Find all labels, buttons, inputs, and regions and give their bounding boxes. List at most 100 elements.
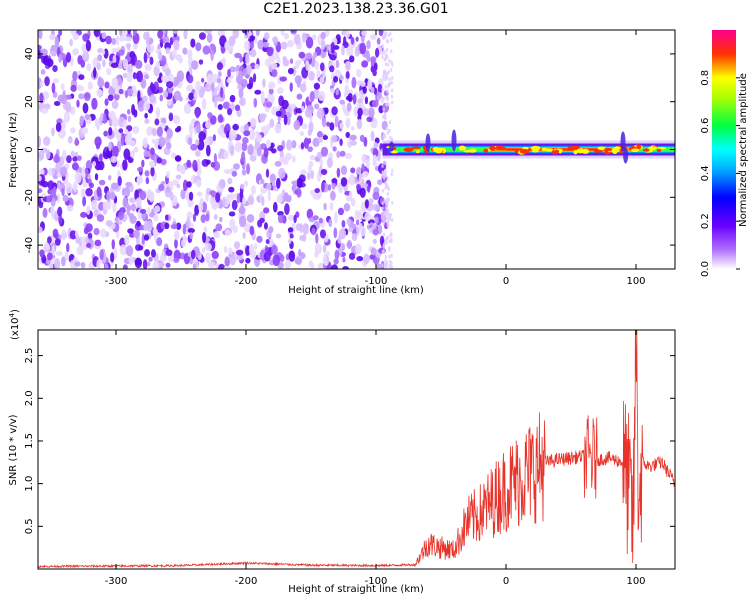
noise-blob xyxy=(223,150,229,159)
noise-blob xyxy=(275,233,282,239)
noise-blob xyxy=(51,82,56,94)
noise-blob xyxy=(314,243,323,255)
noise-blob xyxy=(176,183,181,189)
noise-blob xyxy=(190,38,196,48)
noise-blob xyxy=(261,196,265,207)
noise-blob xyxy=(304,108,312,118)
noise-edge-blob xyxy=(387,62,390,67)
noise-blob xyxy=(249,225,255,236)
noise-blob xyxy=(296,187,302,198)
noise-blob xyxy=(143,100,151,111)
noise-blob xyxy=(265,239,270,245)
noise-edge-blob xyxy=(385,261,388,266)
top-x-ticks: -300 -200 -100 0 100 xyxy=(105,30,646,287)
noise-blob xyxy=(170,224,178,230)
noise-blob xyxy=(156,126,163,138)
noise-blob xyxy=(247,196,255,206)
noise-blob xyxy=(174,238,178,249)
noise-blob xyxy=(300,83,307,93)
noise-blob xyxy=(133,109,138,118)
snr-series-line xyxy=(38,330,675,569)
noise-blob xyxy=(39,249,45,258)
noise-blob xyxy=(365,159,370,169)
noise-blob xyxy=(64,251,69,261)
colorbar-tick-label: 0.4 xyxy=(700,165,711,181)
noise-blob xyxy=(136,220,141,227)
noise-blob xyxy=(164,243,169,249)
noise-blob xyxy=(189,232,193,240)
noise-blob xyxy=(249,41,255,50)
noise-blob xyxy=(53,100,61,107)
noise-blob xyxy=(63,111,70,123)
noise-blob xyxy=(362,171,369,178)
noise-blob xyxy=(127,115,132,123)
noise-blob xyxy=(105,220,113,227)
noise-blob xyxy=(72,70,78,82)
noise-edge-blob xyxy=(386,131,390,136)
noise-blob xyxy=(164,214,169,221)
noise-blob xyxy=(47,236,52,244)
top-x-axis-label: Height of straight line (km) xyxy=(288,285,424,296)
noise-blob xyxy=(354,243,362,255)
noise-blob xyxy=(359,134,365,143)
noise-blob xyxy=(53,258,61,269)
noise-blob xyxy=(264,58,272,67)
noise-blob xyxy=(186,159,192,168)
noise-blob xyxy=(339,99,345,105)
noise-blob xyxy=(266,123,271,131)
noise-blob xyxy=(188,191,194,201)
noise-blob xyxy=(347,92,353,103)
noise-blob xyxy=(356,69,362,78)
noise-blob xyxy=(367,185,371,193)
noise-blob xyxy=(312,137,320,148)
noise-blob xyxy=(132,125,140,134)
noise-blob xyxy=(363,253,370,265)
noise-blob xyxy=(65,52,72,63)
noise-blob xyxy=(234,141,243,153)
noise-edge-blob xyxy=(385,212,388,217)
noise-blob xyxy=(110,155,118,163)
bottom-x-tick-label: -200 xyxy=(235,576,258,587)
noise-blob xyxy=(320,39,326,50)
signal-blob xyxy=(495,145,505,151)
noise-blob xyxy=(156,157,163,164)
noise-blob xyxy=(149,84,156,92)
noise-blob xyxy=(222,196,226,206)
noise-blob xyxy=(239,96,246,107)
noise-blob xyxy=(343,202,351,212)
noise-edge-blob xyxy=(381,170,384,175)
noise-blob xyxy=(165,47,171,54)
noise-blob xyxy=(283,32,289,40)
noise-blob xyxy=(85,187,93,197)
signal-blob xyxy=(554,149,560,154)
noise-edge-blob xyxy=(385,217,389,222)
noise-blob xyxy=(257,39,264,50)
bottom-y-tick-label: 2.5 xyxy=(24,348,35,364)
noise-blob xyxy=(104,263,109,269)
noise-blob xyxy=(171,179,179,186)
noise-blob xyxy=(348,134,357,140)
noise-blob xyxy=(335,89,339,96)
noise-blob xyxy=(158,136,166,148)
noise-blob xyxy=(241,142,248,152)
noise-blob xyxy=(240,201,244,213)
noise-blob xyxy=(217,114,224,123)
noise-blob xyxy=(345,153,352,159)
noise-blob xyxy=(229,145,235,157)
noise-blob xyxy=(96,259,101,269)
noise-blob xyxy=(100,228,107,238)
signal-blob xyxy=(531,149,539,153)
noise-blob xyxy=(354,46,360,57)
noise-blob xyxy=(321,117,327,128)
noise-blob xyxy=(245,257,251,264)
bottom-x-ticks: -300 -200 -100 0 100 xyxy=(105,330,646,587)
noise-blob xyxy=(110,182,119,190)
noise-blob xyxy=(188,92,194,101)
noise-blob xyxy=(248,243,255,256)
noise-blob xyxy=(55,122,62,132)
noise-blob xyxy=(259,217,265,224)
noise-blob xyxy=(85,168,89,178)
noise-edge-blob xyxy=(386,235,390,240)
noise-blob xyxy=(324,30,330,38)
